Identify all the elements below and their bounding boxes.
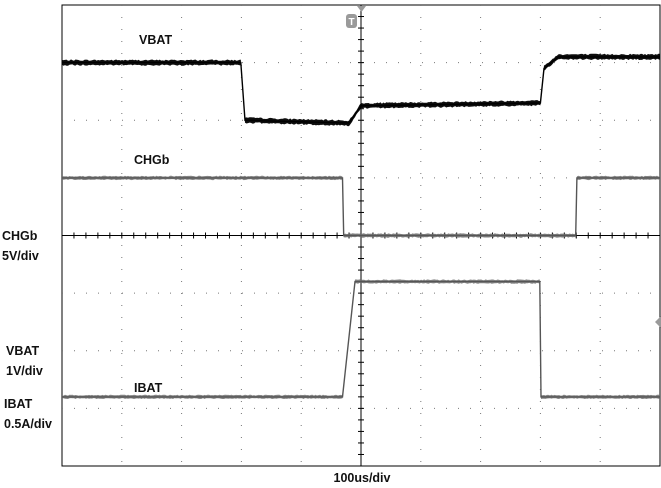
trace-vbat-noise	[62, 53, 660, 127]
trigger-badge	[346, 14, 357, 28]
trigger-marker-label: T	[348, 17, 354, 28]
ibat-scale-value: 0.5A/div	[4, 417, 52, 431]
chgb-scale-name: CHGb	[2, 229, 38, 243]
trigger-marker: T	[346, 6, 366, 28]
trace-chgb	[62, 177, 660, 237]
trigger-arrow-icon	[357, 6, 366, 12]
series-label-vbat: VBAT	[139, 33, 172, 47]
series-label-chgb: CHGb	[134, 153, 170, 167]
x-axis-label: 100us/div	[334, 471, 391, 485]
level-marker-icon	[655, 316, 661, 328]
series-label-ibat: IBAT	[134, 381, 163, 395]
trace-ibat	[62, 280, 660, 398]
trace-vbat	[62, 56, 660, 124]
ibat-scale-name: IBAT	[4, 397, 33, 411]
grid	[61, 4, 661, 467]
vbat-scale-name: VBAT	[6, 344, 39, 358]
chgb-scale-value: 5V/div	[2, 249, 39, 263]
traces	[62, 53, 660, 400]
vbat-scale-value: 1V/div	[6, 364, 43, 378]
